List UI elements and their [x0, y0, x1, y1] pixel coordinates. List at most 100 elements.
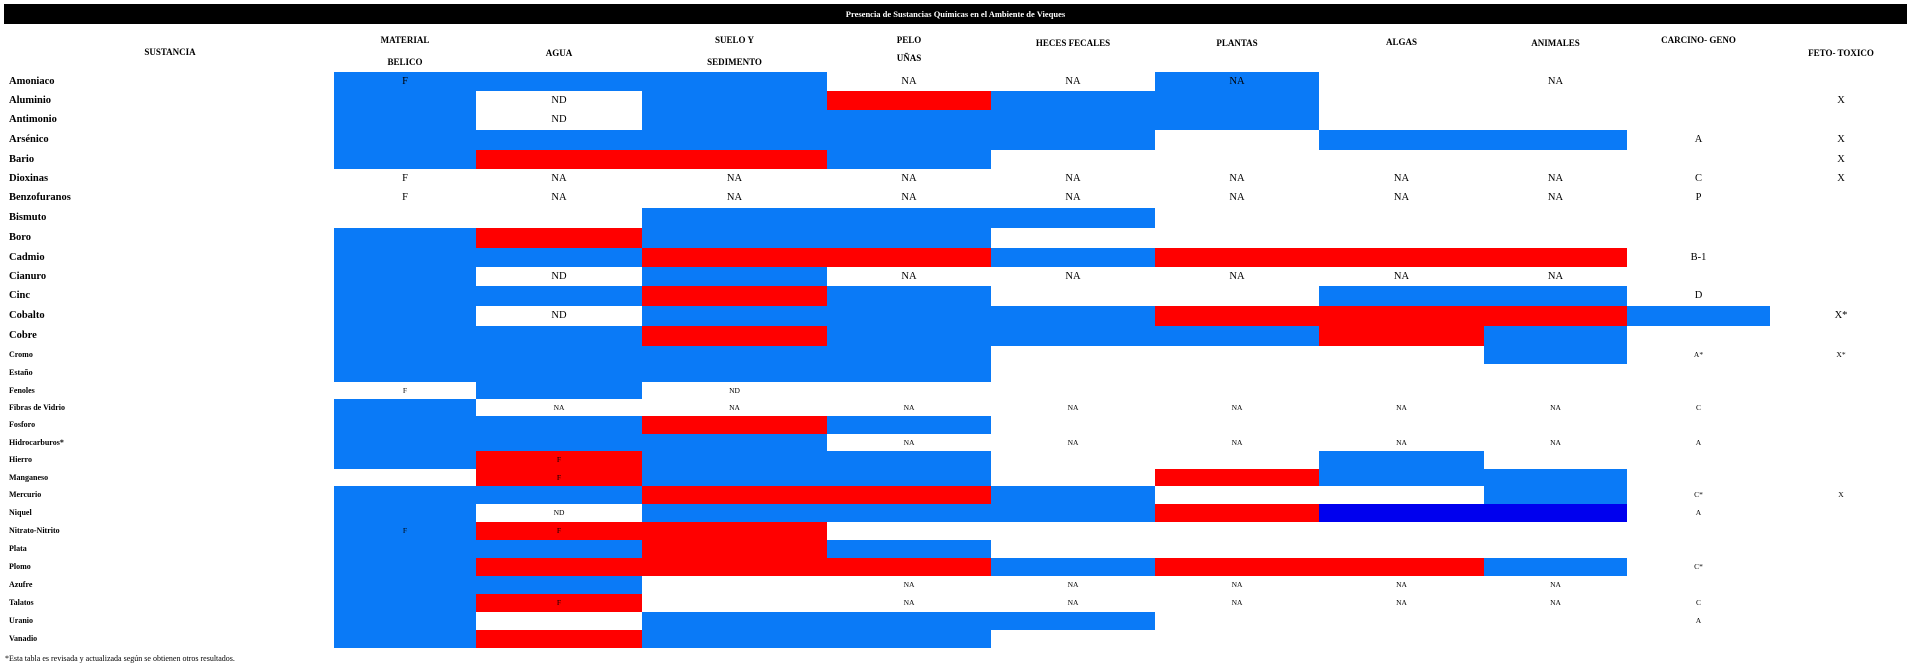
- presence-cell-suelo: [642, 558, 827, 576]
- presence-cell-material: [334, 612, 476, 630]
- presence-cell-agua: [476, 346, 642, 364]
- substance-name: Estaño: [9, 368, 33, 377]
- presence-cell-suelo: [642, 150, 827, 169]
- presence-cell-suelo: [642, 326, 827, 346]
- presence-cell-pelo: [827, 364, 991, 382]
- cell-value-feto: X: [1837, 173, 1845, 184]
- cell-value-carcino: A: [1695, 508, 1702, 517]
- presence-cell-algas: [1319, 558, 1484, 576]
- substance-name: Plata: [9, 544, 27, 553]
- presence-cell-material: [334, 630, 476, 648]
- presence-cell-suelo: [642, 286, 827, 306]
- header-algas: ALGAS: [1385, 37, 1417, 47]
- header-animales: ANIMALES: [1531, 38, 1580, 48]
- presence-cell-pelo: [827, 306, 991, 326]
- cell-value-agua: F: [556, 598, 562, 607]
- substance-name: Azufre: [9, 580, 33, 589]
- presence-cell-pelo: [827, 486, 991, 504]
- presence-cell-material: [334, 72, 476, 91]
- cell-value-animales: NA: [1550, 438, 1561, 447]
- presence-cell-material: [334, 364, 476, 382]
- presence-cell-suelo: [642, 522, 827, 540]
- cell-value-plantas: NA: [1229, 76, 1245, 87]
- cell-value-animales: NA: [1550, 403, 1561, 412]
- cell-value-carcino: C: [1695, 598, 1701, 607]
- cell-value-pelo: NA: [901, 173, 917, 184]
- substance-name: Dioxinas: [9, 173, 49, 184]
- cell-value-material: F: [402, 526, 408, 535]
- header-carcino: CARCINO- GENO: [1661, 35, 1736, 45]
- presence-cell-material: [334, 416, 476, 434]
- cell-value-algas: NA: [1396, 438, 1407, 447]
- cell-value-heces: NA: [1067, 403, 1079, 412]
- cell-value-pelo: NA: [901, 192, 917, 203]
- substance-name: Manganeso: [9, 473, 49, 482]
- cell-value-material: F: [402, 76, 408, 87]
- cell-value-suelo: NA: [726, 173, 743, 184]
- cell-value-agua: F: [556, 455, 562, 464]
- substance-name: Uranio: [9, 616, 33, 625]
- cell-value-animales: NA: [1547, 192, 1564, 203]
- presence-cell-pelo: [827, 469, 991, 486]
- presence-cell-heces: [991, 91, 1155, 110]
- presence-cell-animales: [1484, 286, 1627, 306]
- cell-value-pelo: NA: [903, 598, 915, 607]
- presence-cell-heces: [991, 110, 1155, 130]
- presence-cell-agua: [476, 469, 642, 486]
- substance-name: Benzofuranos: [9, 192, 71, 203]
- presence-cell-pelo: [827, 346, 991, 364]
- cell-value-heces: NA: [1065, 173, 1081, 184]
- cell-value-pelo: NA: [903, 403, 915, 412]
- footnote-asterisk: *: [5, 654, 9, 663]
- presence-cell-plantas: [1155, 248, 1319, 267]
- cell-value-algas: NA: [1396, 598, 1407, 607]
- presence-cell-agua: [476, 434, 642, 451]
- cell-value-carcino: C: [1694, 173, 1702, 184]
- presence-cell-material: [334, 306, 476, 326]
- cell-value-feto: X*: [1834, 310, 1848, 321]
- substance-name: Cobre: [9, 330, 37, 341]
- presence-cell-material: [334, 434, 476, 451]
- presence-cell-agua: [476, 248, 642, 267]
- substance-name: Bario: [9, 154, 35, 165]
- presence-cell-animales: [1484, 486, 1627, 504]
- presence-cell-plantas: [1155, 326, 1319, 346]
- substance-name: Hidrocarburos*: [9, 438, 64, 447]
- cell-value-plantas: NA: [1231, 438, 1243, 447]
- presence-cell-agua: [476, 558, 642, 576]
- cell-value-carcino: A: [1694, 134, 1703, 145]
- cell-value-agua: ND: [551, 114, 567, 125]
- substance-name: Cromo: [9, 350, 33, 359]
- presence-cell-agua: [476, 451, 642, 469]
- substance-name: Amoniaco: [9, 76, 55, 87]
- cell-value-agua: NA: [553, 403, 565, 412]
- cell-value-animales: NA: [1547, 271, 1564, 282]
- presence-cell-agua: [476, 486, 642, 504]
- cell-value-heces: NA: [1067, 598, 1079, 607]
- presence-cell-agua: [476, 326, 642, 346]
- footnote: *Esta tabla es revisada y actualizada se…: [5, 654, 235, 663]
- cell-value-agua: ND: [551, 95, 567, 106]
- presence-cell-algas: [1319, 130, 1484, 150]
- substance-name: Vanadio: [9, 634, 38, 643]
- presence-cell-suelo: [642, 130, 827, 150]
- cell-value-plantas: NA: [1229, 173, 1245, 184]
- substance-name: Boro: [9, 232, 31, 243]
- cell-value-carcino: C*: [1694, 562, 1703, 571]
- cell-value-heces: NA: [1065, 192, 1081, 203]
- header-agua: AGUA: [545, 48, 573, 58]
- cell-value-carcino: D: [1694, 290, 1703, 301]
- substance-name: Fosforo: [9, 420, 36, 429]
- substance-name: Cadmio: [9, 252, 45, 263]
- presence-cell-pelo: [827, 540, 991, 558]
- cell-value-feto: X: [1837, 95, 1845, 106]
- presence-cell-algas: [1319, 469, 1484, 486]
- substance-name: Aluminio: [9, 95, 52, 106]
- cell-value-carcino: P: [1695, 192, 1702, 203]
- substance-name: Cinc: [9, 290, 30, 301]
- presence-cell-suelo: [642, 72, 827, 91]
- presence-cell-material: [334, 286, 476, 306]
- presence-cell-pelo: [827, 150, 991, 169]
- presence-cell-agua: [476, 630, 642, 648]
